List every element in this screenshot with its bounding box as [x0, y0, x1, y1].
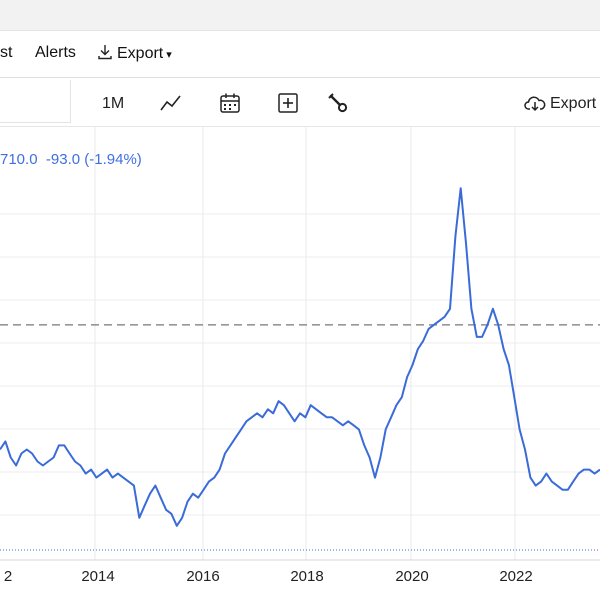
x-tick-label: 2	[4, 568, 12, 585]
x-tick-label: 2014	[81, 568, 114, 585]
chevron-down-icon: ▾	[166, 49, 172, 61]
download-icon	[98, 45, 112, 60]
menu-export-label: Export	[117, 45, 164, 62]
quote-line: 710.0 -93.0 (-1.94%)	[0, 151, 142, 168]
cloud-download-icon	[524, 96, 546, 112]
chart-toolbar: 1M Export	[0, 80, 600, 127]
plus-box-icon[interactable]	[277, 92, 299, 114]
calendar-icon[interactable]	[219, 92, 241, 114]
top-strip	[0, 0, 600, 31]
wrench-icon[interactable]	[327, 92, 349, 114]
menu-item-partial[interactable]: st	[0, 44, 13, 61]
line-chart-icon[interactable]	[160, 92, 182, 114]
menu-bar: st Alerts Export ▾	[0, 31, 600, 78]
series-line	[0, 187, 600, 527]
price-change-percent: (-1.94%)	[84, 151, 142, 168]
price-change: -93.0	[45, 151, 81, 168]
range-1m-button[interactable]: 1M	[102, 95, 125, 112]
toolbar-export-label: Export	[550, 95, 597, 112]
symbol-box[interactable]	[0, 80, 71, 123]
x-tick-label: 2016	[186, 568, 219, 585]
x-tick-label: 2018	[290, 568, 323, 585]
toolbar-export-button[interactable]: Export	[524, 94, 596, 113]
menu-item-alerts[interactable]: Alerts	[35, 44, 76, 61]
x-tick-label: 2020	[395, 568, 428, 585]
x-tick-label: 2022	[499, 568, 532, 585]
price-chart[interactable]: 2 2014 2016 2018 2020 2022	[0, 126, 600, 600]
last-price: 710.0	[0, 151, 38, 168]
menu-item-export[interactable]: Export ▾	[97, 44, 172, 63]
